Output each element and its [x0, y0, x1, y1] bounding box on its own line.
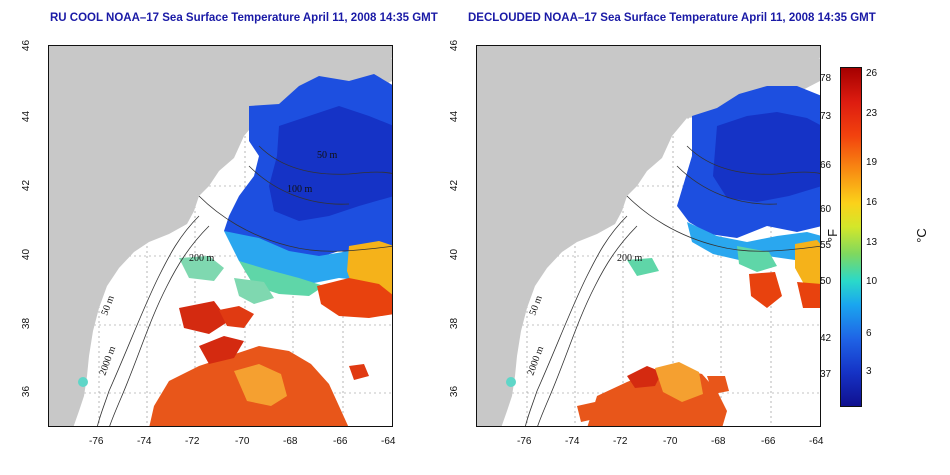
right-south-hot — [627, 366, 662, 388]
right-contour-label-2000m: 2000 m — [525, 345, 546, 377]
colorbar-f-73: 73 — [820, 111, 832, 122]
left-contour-label-50m-a: 50 m — [317, 150, 338, 161]
right-warm-eddy — [795, 240, 820, 286]
right-x-tick-68: -68 — [711, 436, 726, 447]
colorbar-f-50: 50 — [820, 276, 832, 287]
left-contour-label-200m: 200 m — [189, 253, 215, 264]
right-y-tick-40: 40 — [449, 248, 461, 261]
left-y-tick-42: 42 — [21, 179, 33, 192]
celsius-unit-label: °C — [913, 228, 929, 243]
right-x-tick-74: -74 — [565, 436, 580, 447]
right-mid-water — [627, 246, 777, 276]
left-y-tick-40: 40 — [21, 248, 33, 261]
right-x-tick-64: -64 — [809, 436, 824, 447]
fahrenheit-unit-label: °F — [825, 228, 841, 243]
right-y-tick-44: 44 — [449, 110, 461, 123]
left-x-tick-66: -66 — [333, 436, 348, 447]
left-y-tick-46: 46 — [21, 39, 33, 52]
colorbar-c-23: 23 — [866, 108, 878, 119]
colorbar-c-19: 19 — [866, 157, 878, 168]
left-y-tick-36: 36 — [21, 385, 33, 398]
colorbar-c-10: 10 — [866, 276, 878, 287]
left-x-tick-64: -64 — [381, 436, 396, 447]
colorbar-c-26: 26 — [866, 68, 878, 79]
right-map: 200 m 50 m 2000 m — [476, 45, 821, 427]
left-x-tick-72: -72 — [185, 436, 200, 447]
left-x-tick-74: -74 — [137, 436, 152, 447]
left-map-canvas: 50 m 100 m 200 m 50 m 2000 m — [49, 46, 392, 426]
right-south-core — [655, 362, 703, 402]
right-contours — [525, 145, 820, 426]
left-patch-small — [219, 306, 369, 380]
colorbar-f-60: 60 — [820, 204, 832, 215]
left-map-title: RU COOL NOAA–17 Sea Surface Temperature … — [50, 12, 438, 24]
left-y-tick-44: 44 — [21, 110, 33, 123]
colorbar-f-55: 55 — [820, 240, 832, 251]
colorbar-c-6: 6 — [866, 328, 872, 339]
right-land — [477, 46, 820, 426]
left-x-tick-76: -76 — [89, 436, 104, 447]
right-contour-label-200m: 200 m — [617, 253, 643, 264]
right-cold-core — [713, 112, 820, 202]
left-y-tick-38: 38 — [21, 317, 33, 330]
colorbar-f-78: 78 — [820, 73, 832, 84]
right-y-tick-46: 46 — [449, 39, 461, 52]
left-map: 50 m 100 m 200 m 50 m 2000 m — [48, 45, 393, 427]
right-x-tick-76: -76 — [517, 436, 532, 447]
left-x-tick-68: -68 — [283, 436, 298, 447]
colorbar-f-66: 66 — [820, 160, 832, 171]
right-map-canvas: 200 m 50 m 2000 m — [477, 46, 820, 426]
right-y-tick-42: 42 — [449, 179, 461, 192]
right-small-coast-patch — [506, 377, 516, 387]
right-x-tick-72: -72 — [613, 436, 628, 447]
left-south-core — [234, 364, 287, 406]
left-contours — [97, 145, 392, 426]
right-y-tick-36: 36 — [449, 385, 461, 398]
right-y-tick-38: 38 — [449, 317, 461, 330]
right-x-tick-70: -70 — [663, 436, 678, 447]
colorbar-c-13: 13 — [866, 237, 878, 248]
colorbar-c-3: 3 — [866, 366, 872, 377]
colorbar-f-37: 37 — [820, 369, 832, 380]
left-land — [49, 46, 392, 426]
left-hot-eddy — [317, 278, 392, 318]
left-x-tick-70: -70 — [235, 436, 250, 447]
left-south-hot — [179, 301, 244, 364]
left-shelf-patches — [179, 256, 274, 304]
left-contour-label-2000m: 2000 m — [97, 345, 118, 377]
left-small-coast-patch — [78, 377, 88, 387]
right-hot-eddy — [749, 272, 820, 308]
colorbar-c-16: 16 — [866, 197, 878, 208]
right-south-patches — [577, 376, 729, 422]
right-x-tick-66: -66 — [761, 436, 776, 447]
left-cold-core — [269, 106, 392, 221]
colorbar-f-42: 42 — [820, 333, 832, 344]
right-cool-water — [687, 222, 820, 260]
right-map-title: DECLOUDED NOAA–17 Sea Surface Temperatur… — [468, 12, 876, 24]
temperature-colorbar — [840, 67, 862, 407]
left-contour-label-100m: 100 m — [287, 184, 313, 195]
